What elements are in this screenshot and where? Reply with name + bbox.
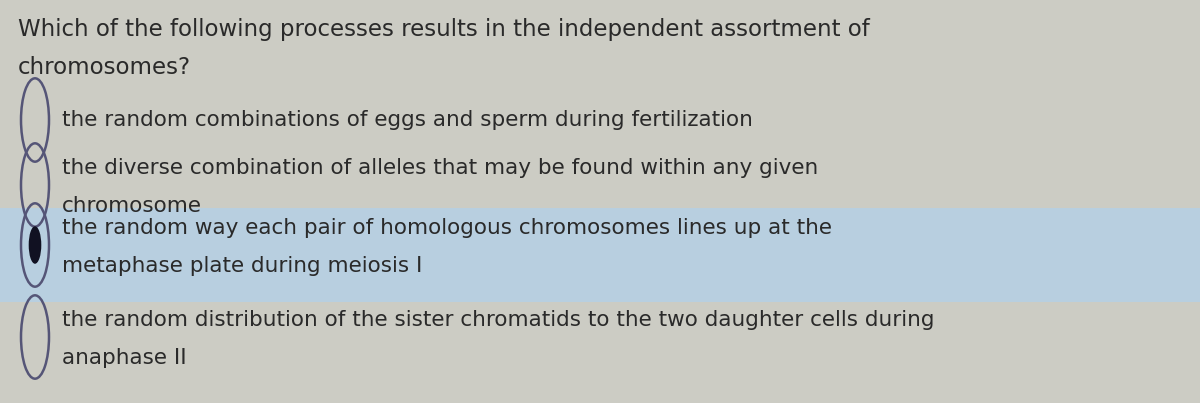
Text: metaphase plate during meiosis I: metaphase plate during meiosis I (62, 256, 422, 276)
Text: the diverse combination of alleles that may be found within any given: the diverse combination of alleles that … (62, 158, 818, 178)
Text: the random distribution of the sister chromatids to the two daughter cells durin: the random distribution of the sister ch… (62, 310, 935, 330)
Bar (0, 208, 1200, 302)
Text: anaphase II: anaphase II (62, 348, 187, 368)
Text: the random way each pair of homologous chromosomes lines up at the: the random way each pair of homologous c… (62, 218, 832, 238)
Text: the random combinations of eggs and sperm during fertilization: the random combinations of eggs and sper… (62, 110, 752, 130)
Text: chromosome: chromosome (62, 196, 202, 216)
Text: chromosomes?: chromosomes? (18, 56, 191, 79)
Ellipse shape (29, 226, 41, 264)
Text: Which of the following processes results in the independent assortment of: Which of the following processes results… (18, 18, 870, 41)
